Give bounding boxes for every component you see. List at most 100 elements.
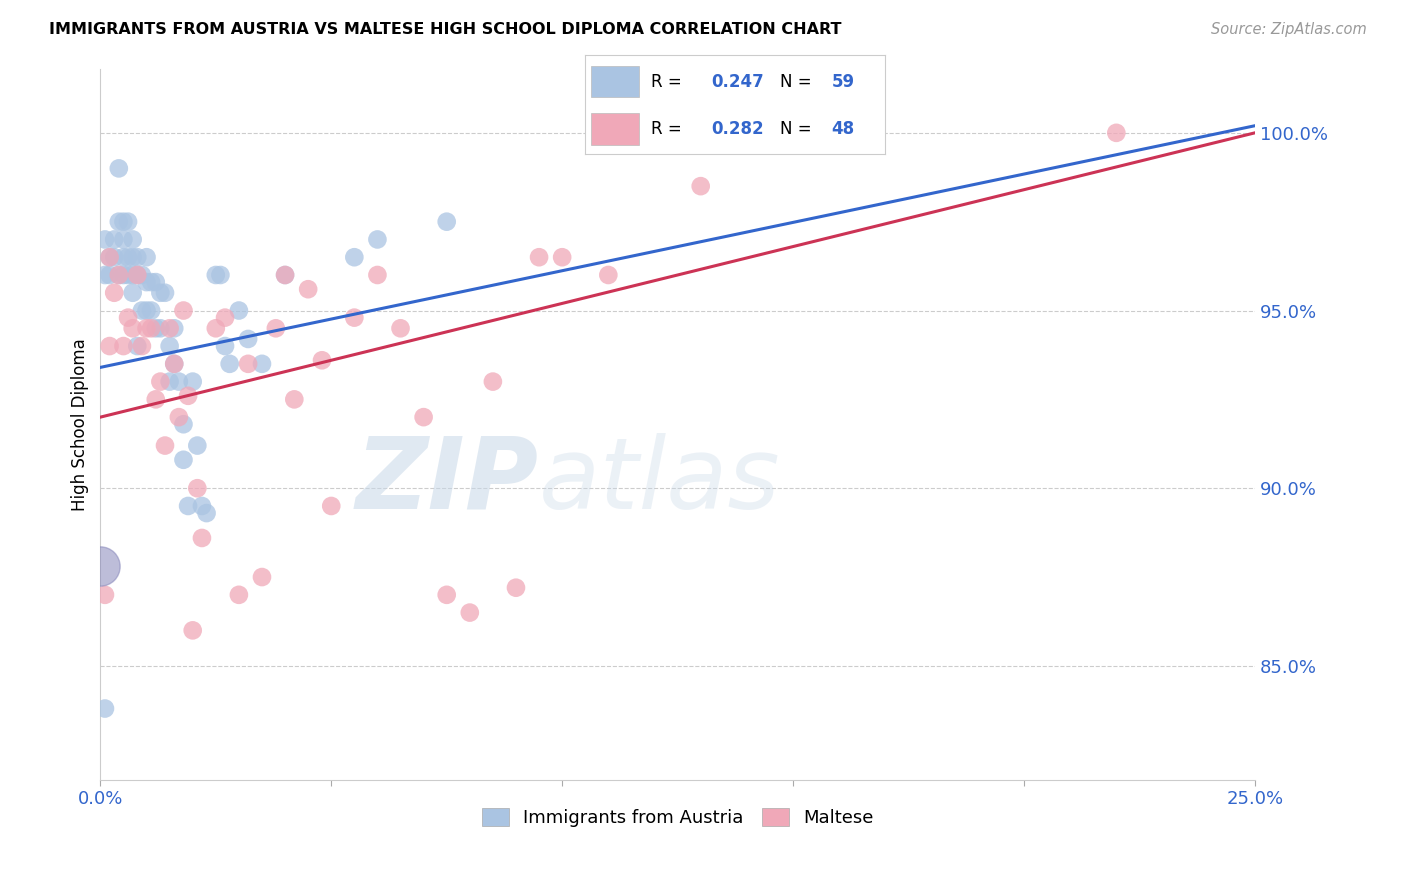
Point: [172, 417, 194, 432]
Point: [131, 339, 153, 353]
Point: [228, 588, 250, 602]
Point: [343, 310, 366, 325]
Point: [153, 285, 176, 300]
Point: [214, 310, 236, 325]
Point: [264, 321, 287, 335]
Point: [117, 310, 139, 325]
Text: atlas: atlas: [538, 433, 780, 530]
Point: [94, 268, 117, 282]
Point: [186, 481, 208, 495]
Point: [527, 250, 550, 264]
Point: [181, 624, 204, 638]
Point: [141, 303, 163, 318]
Point: [108, 268, 131, 282]
Point: [98, 250, 121, 264]
Point: [127, 268, 149, 282]
Point: [250, 357, 273, 371]
Point: [98, 268, 121, 282]
Point: [458, 606, 481, 620]
Point: [112, 215, 135, 229]
Point: [163, 321, 186, 335]
Point: [172, 303, 194, 318]
Point: [135, 303, 157, 318]
Point: [94, 232, 117, 246]
Text: ZIP: ZIP: [356, 433, 538, 530]
Point: [311, 353, 333, 368]
Y-axis label: High School Diploma: High School Diploma: [72, 338, 89, 510]
Point: [117, 268, 139, 282]
Point: [121, 232, 143, 246]
Point: [297, 282, 319, 296]
Point: [127, 339, 149, 353]
Point: [436, 588, 458, 602]
Point: [204, 321, 226, 335]
Point: [98, 250, 121, 264]
Point: [103, 285, 125, 300]
Point: [149, 321, 172, 335]
Point: [141, 321, 163, 335]
Point: [283, 392, 305, 407]
Point: [117, 250, 139, 264]
Point: [163, 357, 186, 371]
Point: [103, 250, 125, 264]
Point: [163, 357, 186, 371]
Point: [159, 375, 181, 389]
Point: [250, 570, 273, 584]
Point: [131, 268, 153, 282]
Point: [167, 410, 190, 425]
Point: [117, 215, 139, 229]
Point: [112, 250, 135, 264]
Point: [321, 499, 343, 513]
Point: [112, 232, 135, 246]
Point: [127, 268, 149, 282]
Point: [121, 285, 143, 300]
Point: [135, 321, 157, 335]
Point: [195, 506, 218, 520]
Point: [145, 275, 167, 289]
Point: [141, 275, 163, 289]
Point: [94, 588, 117, 602]
Point: [167, 375, 190, 389]
Point: [343, 250, 366, 264]
Point: [236, 357, 259, 371]
Point: [598, 268, 620, 282]
Point: [145, 392, 167, 407]
Text: Source: ZipAtlas.com: Source: ZipAtlas.com: [1211, 22, 1367, 37]
Point: [551, 250, 574, 264]
Point: [172, 452, 194, 467]
Point: [177, 389, 200, 403]
Point: [145, 321, 167, 335]
Point: [209, 268, 232, 282]
Point: [149, 375, 172, 389]
Point: [159, 321, 181, 335]
Point: [186, 439, 208, 453]
Point: [121, 268, 143, 282]
Point: [108, 161, 131, 176]
Point: [218, 357, 240, 371]
Point: [482, 375, 505, 389]
Point: [121, 321, 143, 335]
Point: [274, 268, 297, 282]
Point: [204, 268, 226, 282]
Point: [127, 250, 149, 264]
Point: [436, 215, 458, 229]
Point: [236, 332, 259, 346]
Point: [153, 439, 176, 453]
Point: [135, 250, 157, 264]
Point: [689, 179, 711, 194]
Point: [108, 215, 131, 229]
Point: [159, 339, 181, 353]
Point: [191, 499, 214, 513]
Point: [366, 268, 388, 282]
Point: [214, 339, 236, 353]
Point: [112, 339, 135, 353]
Point: [366, 232, 388, 246]
Point: [112, 268, 135, 282]
Point: [228, 303, 250, 318]
Point: [108, 268, 131, 282]
Point: [181, 375, 204, 389]
Point: [131, 303, 153, 318]
Point: [94, 701, 117, 715]
Point: [505, 581, 527, 595]
Point: [121, 250, 143, 264]
